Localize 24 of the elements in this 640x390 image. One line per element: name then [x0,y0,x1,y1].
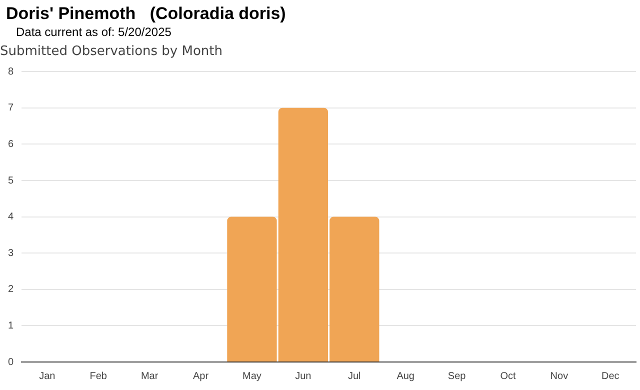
y-tick-label: 8 [8,66,14,78]
y-tick-label: 7 [8,102,14,114]
x-tick-label: Jun [295,370,312,382]
x-tick-label: Aug [396,370,414,382]
y-tick-label: 4 [8,212,14,223]
y-tick-label: 0 [8,356,14,368]
y-tick-label: 3 [8,248,14,259]
x-tick-label: Sep [448,370,466,382]
x-tick-label: Mar [140,370,159,382]
y-tick-label: 2 [8,284,14,296]
text: Submitted Observations by Month [0,44,222,60]
x-tick-label: Nov [550,370,568,382]
chart-title: Doris' Pinemoth (Coloradia doris) [6,4,286,24]
chart-subtitle: Data current as of: 5/20/2025 [16,25,172,39]
x-tick-label: May [242,370,262,382]
x-tick-label: Jan [39,370,56,382]
y-tick-label: 1 [8,320,14,332]
x-tick-label: Jul [348,370,361,382]
x-tick-label: Feb [90,370,108,382]
x-tick-label: Apr [192,370,210,382]
y-tick-label: 6 [8,138,14,150]
x-tick-label: Oct [500,370,516,382]
x-tick-label: Dec [602,370,620,382]
y-tick-label: 5 [8,175,14,186]
